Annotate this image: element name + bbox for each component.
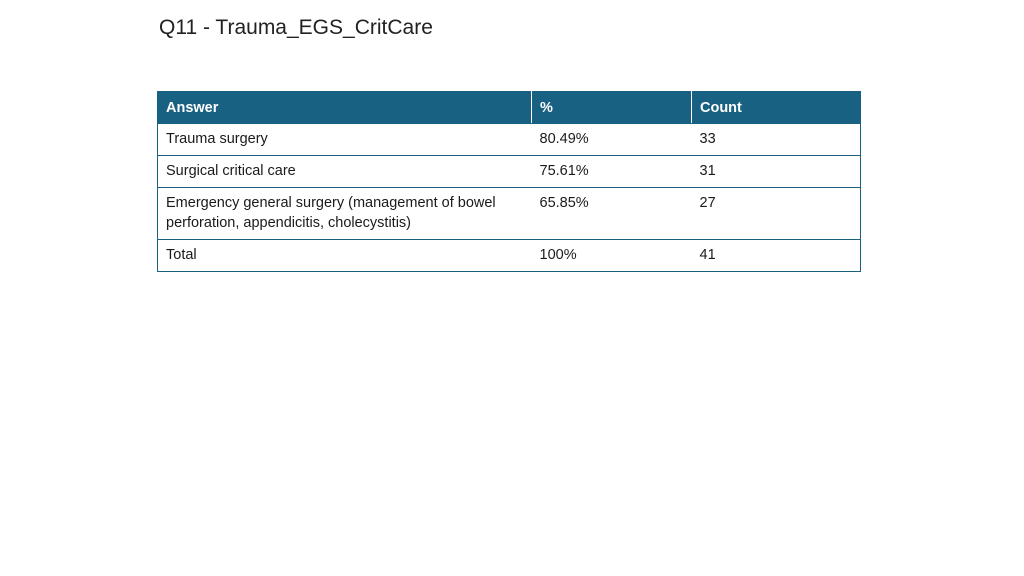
answer-cell: Trauma surgery bbox=[157, 123, 532, 156]
column-header-percent: % bbox=[531, 91, 692, 124]
table-header-row: Answer % Count bbox=[157, 91, 861, 124]
answer-cell: Emergency general surgery (management of… bbox=[157, 187, 532, 240]
table-row: Surgical critical care 75.61% 31 bbox=[157, 155, 861, 188]
percent-cell: 75.61% bbox=[531, 155, 692, 188]
page-title: Q11 - Trauma_EGS_CritCare bbox=[159, 16, 433, 39]
table-row: Trauma surgery 80.49% 33 bbox=[157, 123, 861, 156]
count-cell: 27 bbox=[691, 187, 861, 240]
column-header-answer: Answer bbox=[157, 91, 532, 124]
count-cell: 31 bbox=[691, 155, 861, 188]
answer-cell: Total bbox=[157, 239, 532, 272]
table-row: Emergency general surgery (management of… bbox=[157, 187, 861, 240]
percent-cell: 65.85% bbox=[531, 187, 692, 240]
percent-cell: 100% bbox=[531, 239, 692, 272]
count-cell: 41 bbox=[691, 239, 861, 272]
column-header-count: Count bbox=[691, 91, 861, 124]
percent-cell: 80.49% bbox=[531, 123, 692, 156]
answer-cell: Surgical critical care bbox=[157, 155, 532, 188]
results-table: Answer % Count Trauma surgery 80.49% 33 … bbox=[157, 91, 861, 272]
table-row-total: Total 100% 41 bbox=[157, 239, 861, 272]
count-cell: 33 bbox=[691, 123, 861, 156]
